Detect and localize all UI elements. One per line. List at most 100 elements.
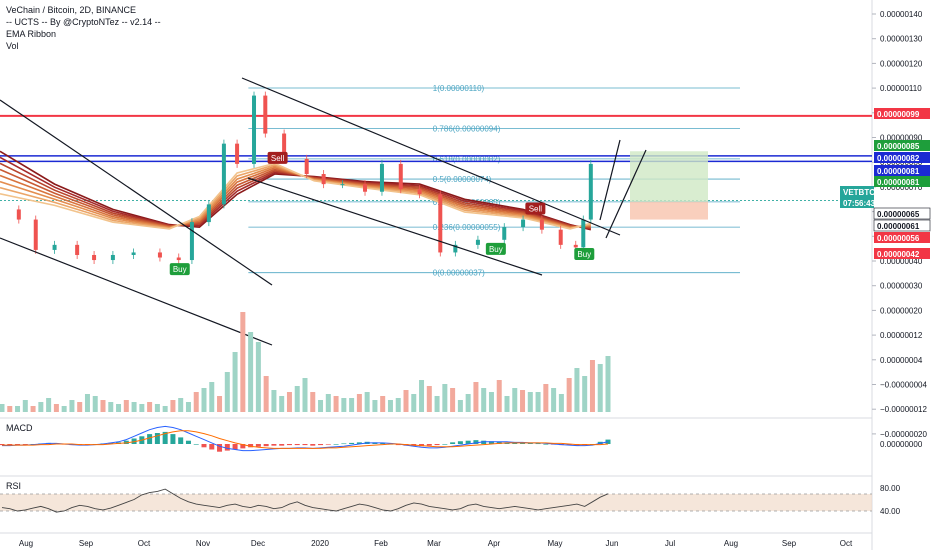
price-tick-label: 0.00000090 bbox=[880, 134, 923, 143]
volume-bar bbox=[0, 404, 5, 412]
macd-histogram-bar bbox=[318, 444, 324, 446]
volume-bar bbox=[597, 364, 603, 412]
candle-body bbox=[131, 252, 136, 255]
macd-histogram-bar bbox=[434, 444, 440, 446]
volume-bar bbox=[527, 392, 533, 412]
candle-body bbox=[475, 239, 480, 245]
price-tick-label: −0.00000020 bbox=[880, 430, 927, 439]
price-tick-label: 0.00000120 bbox=[880, 59, 923, 68]
macd-pane-label[interactable]: MACD bbox=[6, 423, 33, 433]
volume-bar bbox=[77, 402, 83, 412]
price-tick-label: 0.00000110 bbox=[880, 84, 922, 93]
time-axis-label: Mar bbox=[427, 539, 441, 548]
macd-histogram-bar bbox=[147, 434, 153, 444]
price-tag-label: 0.00000061 bbox=[877, 222, 920, 231]
fib-level-label: 1(0.00000110) bbox=[433, 84, 485, 93]
price-tick-label: −0.00000012 bbox=[880, 405, 927, 414]
price-tick-label: −0.00000004 bbox=[880, 381, 927, 390]
macd-histogram-bar bbox=[566, 444, 572, 446]
volume-bar bbox=[240, 312, 246, 412]
price-tick-label: 0.00000012 bbox=[880, 331, 923, 340]
volume-bar bbox=[364, 392, 370, 412]
volume-label[interactable]: Vol bbox=[6, 41, 19, 51]
price-tick-label: 0.00000020 bbox=[880, 306, 923, 315]
volume-bar bbox=[589, 360, 595, 412]
volume-bar bbox=[302, 378, 308, 412]
trend-line bbox=[605, 149, 647, 239]
candle-body bbox=[521, 219, 526, 228]
macd-histogram-bar bbox=[240, 444, 246, 449]
candle-body bbox=[588, 163, 593, 220]
price-tag bbox=[874, 165, 930, 176]
volume-bar bbox=[30, 406, 36, 412]
fib-level-label: 0(0.00000037) bbox=[433, 269, 485, 278]
volume-bar bbox=[7, 406, 13, 412]
candle-body bbox=[398, 163, 403, 190]
volume-bar bbox=[53, 404, 59, 412]
rsi-band bbox=[0, 494, 872, 511]
price-tag-label: 0.00000081 bbox=[877, 178, 920, 187]
volume-bar bbox=[286, 392, 292, 412]
macd-histogram-bar bbox=[131, 438, 137, 444]
price-tag-label: 0.00000099 bbox=[877, 110, 920, 119]
fib-level-label: 0.618(0.00000082) bbox=[433, 155, 501, 164]
macd-histogram-bar bbox=[178, 437, 184, 444]
macd-axis-label: 0.00000000 bbox=[880, 440, 923, 449]
macd-histogram-bar bbox=[162, 431, 168, 444]
signal-label: Buy bbox=[489, 245, 503, 254]
trend-line bbox=[599, 139, 621, 221]
volume-bar bbox=[473, 382, 479, 412]
signal-label: Sell bbox=[529, 204, 543, 213]
volume-bar bbox=[92, 396, 98, 412]
macd-histogram-bar bbox=[473, 440, 479, 444]
volume-bar bbox=[116, 404, 122, 412]
rsi-line bbox=[1, 488, 609, 513]
macd-histogram-bar bbox=[457, 441, 463, 444]
time-axis-label: Apr bbox=[488, 539, 501, 548]
symbol-title: VeChain / Bitcoin, 2D, BINANCE bbox=[6, 5, 137, 15]
price-tick-label: 0.00000030 bbox=[880, 282, 923, 291]
macd-histogram-bar bbox=[419, 444, 425, 447]
signal-label: Sell bbox=[271, 154, 285, 163]
candle-body bbox=[321, 174, 326, 185]
price-tag bbox=[873, 207, 931, 220]
sell-signal-marker bbox=[267, 151, 288, 164]
price-tick-label: 0.00000130 bbox=[880, 35, 923, 44]
price-tag-label: 07:56:43 bbox=[843, 199, 876, 208]
candle-body bbox=[539, 219, 544, 230]
time-axis-label: Oct bbox=[138, 539, 151, 548]
candle-body bbox=[379, 163, 384, 192]
ema-ribbon-label[interactable]: EMA Ribbon bbox=[6, 29, 57, 39]
take-profit-zone bbox=[630, 151, 708, 202]
volume-bar bbox=[387, 400, 393, 412]
volume-bar bbox=[512, 388, 518, 412]
candle-body bbox=[417, 189, 422, 195]
ucts-study-label[interactable]: -- UCTS -- By @CryptoNTez -- v2.14 -- bbox=[6, 17, 161, 27]
price-tag bbox=[874, 140, 930, 151]
time-axis-label: Dec bbox=[251, 539, 265, 548]
volume-bar bbox=[341, 398, 347, 412]
volume-bar bbox=[566, 378, 572, 412]
price-tag bbox=[874, 248, 930, 259]
candle-body bbox=[502, 227, 507, 240]
buy-signal-marker bbox=[485, 242, 506, 255]
candle-body bbox=[157, 252, 162, 258]
rsi-pane-label[interactable]: RSI bbox=[6, 481, 22, 491]
macd-histogram-bar bbox=[193, 444, 199, 445]
rsi-axis-label: 40.00 bbox=[880, 507, 901, 516]
macd-histogram-bar bbox=[481, 440, 487, 444]
macd-histogram-bar bbox=[123, 440, 129, 444]
candle-body bbox=[221, 143, 226, 205]
price-tag-label: VETBTC bbox=[843, 188, 875, 197]
volume-bar bbox=[457, 400, 463, 412]
volume-bar bbox=[395, 398, 401, 412]
macd-histogram-bar bbox=[527, 442, 533, 444]
volume-bar bbox=[442, 384, 448, 412]
time-axis-label: Oct bbox=[840, 539, 853, 548]
macd-histogram-bar bbox=[310, 444, 316, 446]
ema-ribbon-line bbox=[0, 150, 591, 231]
volume-bar bbox=[279, 396, 285, 412]
candle-body bbox=[340, 184, 345, 186]
trend-line bbox=[0, 99, 273, 286]
